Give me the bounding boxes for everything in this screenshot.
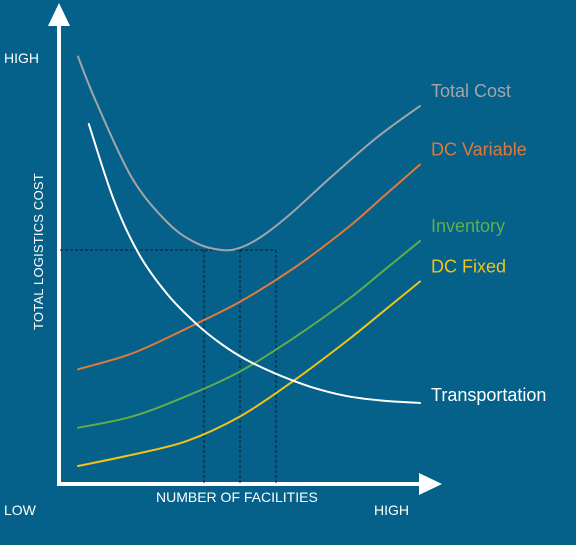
series-label-inventory: Inventory [431,216,505,236]
series-line-total-cost [77,55,421,252]
series-line-inventory [77,240,421,429]
series-labels: Total Cost DC Variable Inventory DC Fixed Tr… [431,81,546,405]
x-axis-title: NUMBER OF FACILITIES [156,489,318,505]
series-label-transportation: Transportation [431,385,546,405]
y-axis-arrow-icon [48,3,70,26]
optimum-guides [60,249,277,484]
series-line-dc-variable [77,163,421,371]
series-line-dc-fixed [77,280,421,467]
series-line-transportation [87,123,421,404]
x-axis-arrow-icon [419,473,442,495]
series-label-total-cost: Total Cost [431,81,511,101]
series-label-dc-fixed: DC Fixed [431,257,506,277]
y-axis-title: TOTAL LOGISTICS COST [31,173,46,330]
x-low-label: LOW [4,502,37,518]
x-high-label: HIGH [374,502,409,518]
series-label-dc-variable: DC Variable [431,140,527,160]
y-high-label: HIGH [4,50,39,66]
series-lines [77,55,421,467]
